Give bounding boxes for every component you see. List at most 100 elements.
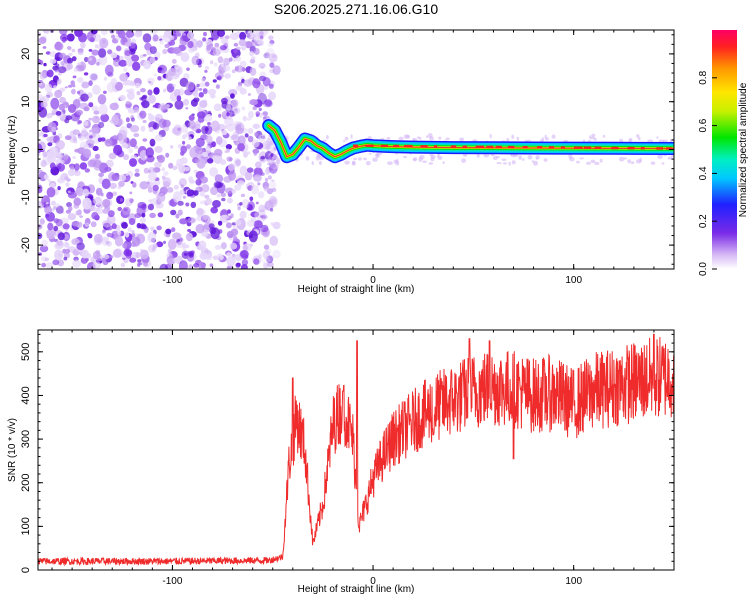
noise-speck — [71, 220, 80, 227]
noise-speck — [54, 249, 64, 261]
noise-speck — [38, 202, 42, 208]
noise-speck — [49, 58, 57, 64]
noise-speck — [124, 50, 132, 56]
noise-speck — [72, 75, 77, 79]
noise-speck — [239, 31, 247, 41]
noise-speck — [43, 133, 48, 138]
noise-speck — [173, 124, 183, 136]
noise-speck — [58, 103, 65, 111]
noise-speck — [214, 244, 222, 250]
snr-y-tick-label: 300 — [20, 430, 32, 448]
noise-speck — [249, 58, 256, 64]
noise-speck — [107, 49, 113, 55]
noise-speck — [198, 261, 206, 269]
snr-plot: 0 100 200 300 400 500 -100 0 100 Height of stra… — [7, 329, 675, 595]
noise-speck — [166, 255, 176, 265]
noise-speck — [244, 171, 253, 181]
noise-speck — [93, 197, 102, 205]
noise-speck — [225, 148, 231, 153]
noise-speck — [428, 162, 434, 165]
noise-speck — [249, 67, 257, 76]
noise-speck — [223, 65, 231, 72]
noise-speck — [123, 154, 129, 161]
noise-speck — [123, 249, 133, 257]
noise-speck — [72, 136, 77, 142]
noise-speck — [260, 214, 268, 220]
noise-speck — [119, 73, 128, 82]
noise-speck — [243, 79, 253, 87]
noise-speck — [114, 81, 123, 91]
noise-speck — [508, 161, 511, 166]
noise-speck — [176, 241, 184, 248]
noise-speck — [230, 93, 235, 99]
noise-speck — [172, 166, 177, 171]
noise-speck — [62, 223, 70, 230]
noise-speck — [193, 97, 200, 103]
noise-speck — [201, 77, 206, 82]
noise-speck — [108, 152, 117, 160]
noise-speck — [229, 242, 238, 250]
noise-speck — [38, 107, 48, 118]
noise-speck — [235, 219, 242, 226]
noise-speck — [46, 150, 56, 159]
noise-speck — [56, 151, 63, 158]
noise-speck — [180, 52, 190, 62]
noise-speck — [253, 48, 260, 55]
noise-speck — [80, 130, 89, 137]
noise-speck — [185, 107, 189, 110]
noise-speck — [57, 177, 66, 184]
noise-speck — [375, 153, 379, 157]
noise-speck — [398, 136, 404, 141]
noise-speck — [71, 48, 76, 53]
noise-speck — [55, 218, 63, 227]
noise-speck — [72, 98, 81, 109]
noise-speck — [88, 102, 94, 108]
noise-speck — [64, 248, 70, 254]
noise-speck — [261, 66, 265, 70]
noise-speck — [47, 142, 53, 147]
noise-speck — [264, 177, 269, 182]
noise-speck — [216, 193, 221, 198]
noise-speck — [215, 84, 220, 89]
noise-speck — [198, 88, 203, 91]
colorbar-label: Normalized spectral amplitude — [738, 82, 749, 217]
noise-speck — [62, 248, 67, 254]
noise-speck — [134, 168, 140, 173]
noise-speck — [201, 125, 209, 135]
noise-speck — [219, 255, 224, 260]
noise-speck — [511, 160, 516, 165]
noise-speck — [180, 30, 185, 34]
noise-speck — [165, 152, 170, 158]
noise-speck — [84, 56, 89, 63]
noise-speck — [76, 109, 84, 116]
noise-speck — [54, 69, 59, 73]
noise-speck — [269, 167, 274, 171]
noise-speck — [657, 154, 663, 160]
noise-speck — [41, 262, 46, 268]
noise-speck — [139, 54, 144, 59]
noise-speck — [109, 255, 114, 259]
noise-speck — [39, 72, 47, 80]
noise-speck — [270, 197, 278, 205]
noise-speck — [152, 122, 160, 130]
noise-speck — [495, 156, 500, 159]
noise-speck — [149, 56, 156, 64]
noise-speck — [167, 249, 173, 254]
noise-speck — [211, 141, 216, 148]
ridge-peak — [365, 144, 374, 147]
noise-speck — [262, 111, 269, 116]
noise-speck — [236, 46, 241, 50]
noise-speck — [154, 134, 163, 142]
noise-speck — [80, 257, 88, 264]
noise-speck — [212, 155, 222, 163]
noise-speck — [235, 262, 241, 268]
noise-speck — [38, 82, 43, 86]
noise-speck — [267, 42, 274, 48]
noise-speck — [247, 135, 254, 143]
noise-speck — [54, 89, 63, 99]
noise-speck — [178, 178, 187, 187]
noise-speck — [395, 160, 400, 166]
ridge-peak — [404, 144, 413, 148]
noise-speck — [252, 148, 260, 154]
snr-y-tick-label: 100 — [20, 517, 32, 535]
